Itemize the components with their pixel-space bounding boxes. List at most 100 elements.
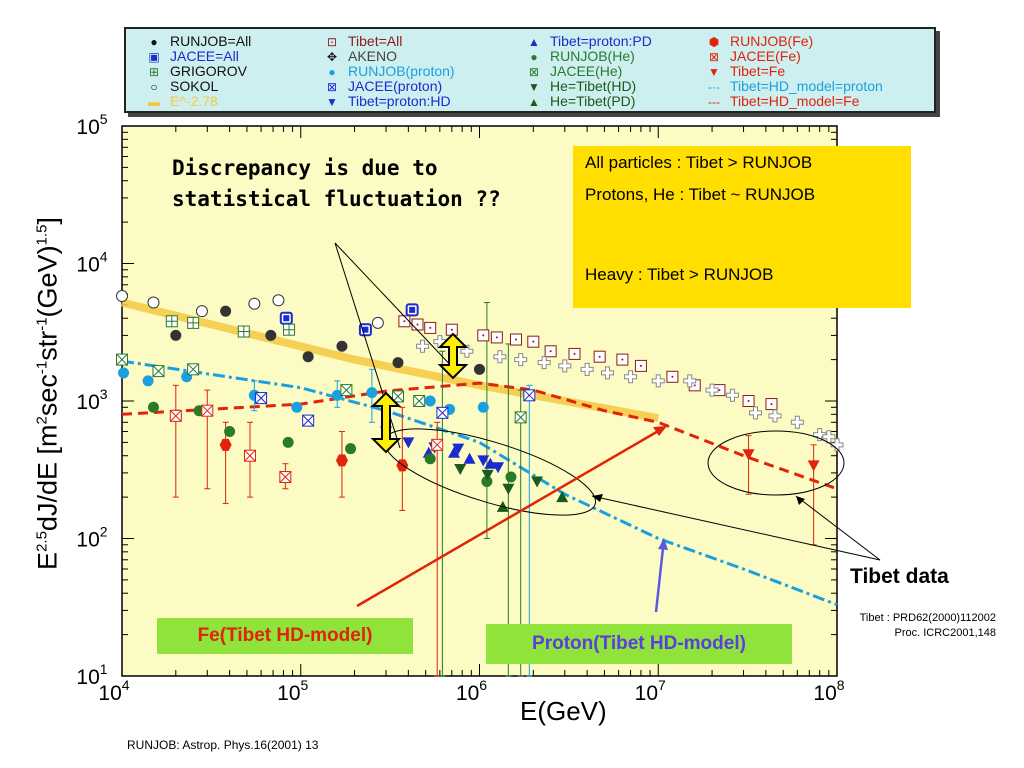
y-tick-label: 102 xyxy=(76,524,107,552)
data-point xyxy=(366,387,378,399)
legend-item: ⊡ Tibet=All xyxy=(324,34,402,50)
data-point-dot xyxy=(403,320,406,323)
legend-item: ⊞ GRIGOROV xyxy=(146,64,247,80)
data-point xyxy=(790,415,804,429)
legend-label: AKENO xyxy=(348,48,398,64)
legend-item: ● RUNJOB=All xyxy=(146,34,251,50)
data-point xyxy=(493,350,507,364)
data-point xyxy=(537,356,551,370)
data-point xyxy=(116,290,128,303)
x-tick-label: 104 xyxy=(98,677,129,705)
data-point xyxy=(749,406,763,420)
legend-marker: ▣ xyxy=(148,50,160,64)
data-point xyxy=(768,409,782,423)
data-point xyxy=(224,426,236,438)
legend-label: JACEE(He) xyxy=(550,63,623,79)
legend-item: ⊠ JACEE(He) xyxy=(526,64,622,80)
data-point xyxy=(371,316,384,329)
legend-item: ✥ AKENO xyxy=(324,49,397,65)
data-point xyxy=(505,471,517,483)
data-point xyxy=(345,443,357,455)
data-point xyxy=(331,389,343,401)
data-point xyxy=(392,357,404,369)
data-point xyxy=(265,329,277,341)
data-point xyxy=(402,437,415,449)
data-point xyxy=(147,401,159,413)
y-tick-label: 104 xyxy=(76,249,107,277)
x-tick-label: 106 xyxy=(456,677,487,705)
data-point xyxy=(272,294,285,307)
data-point xyxy=(336,340,348,352)
data-point xyxy=(291,401,303,413)
data-point xyxy=(219,438,232,451)
data-point xyxy=(514,353,528,367)
data-point-dot xyxy=(747,400,750,402)
tibet-pointer xyxy=(591,495,881,561)
legend-marker: ✥ xyxy=(326,50,338,64)
data-point-x xyxy=(201,404,214,417)
data-point-dot xyxy=(639,364,642,367)
data-point xyxy=(477,401,489,413)
y-axis-label: E2.5dJ/dE [m2sec-1str-1(GeV)1.5] xyxy=(32,217,63,570)
legend-item: ⊠ JACEE(proton) xyxy=(324,79,442,95)
data-point xyxy=(477,455,490,467)
proton-arrowhead xyxy=(658,538,668,550)
legend-label: RUNJOB(Fe) xyxy=(730,33,814,49)
legend-marker: ▲ xyxy=(528,35,540,49)
footer-reference: RUNJOB: Astrop. Phys.16(2001) 13 xyxy=(127,738,319,752)
data-point xyxy=(463,452,476,464)
legend-item: ● RUNJOB(He) xyxy=(526,48,635,65)
legend-marker: ▲ xyxy=(528,95,540,109)
legend-label: Tibet=proton:PD xyxy=(550,33,652,49)
legend-box: ● RUNJOB=All ▣ JACEE=All ⊞ GRIGOROV ○ SOKOL ▬ E^-… xyxy=(124,27,936,113)
legend-label: Tibet=HD_model=proton xyxy=(730,78,883,94)
legend-item: -·- Tibet=HD_model=proton xyxy=(706,79,883,95)
data-point xyxy=(556,491,569,503)
data-point xyxy=(447,446,460,458)
legend-item: --- Tibet=HD_model=Fe xyxy=(706,94,859,110)
data-point-x xyxy=(413,395,426,407)
tibet-data-label: Tibet data xyxy=(850,565,949,588)
legend-label: E^-2.78 xyxy=(170,93,218,109)
data-point xyxy=(142,375,154,387)
legend-marker: ● xyxy=(530,50,538,64)
data-point xyxy=(248,297,261,310)
summary-line-all: All particles : Tibet > RUNJOB xyxy=(585,153,813,172)
data-point xyxy=(335,454,348,467)
data-point-dot xyxy=(598,355,601,358)
arrowhead xyxy=(592,494,603,502)
legend-label: JACEE=All xyxy=(170,48,239,64)
data-point-dot xyxy=(573,352,576,355)
data-point-core xyxy=(362,326,369,333)
data-point-x xyxy=(279,471,292,483)
legend-item: ▼ Tibet=Fe xyxy=(706,64,785,80)
proton-model-label: Proton(Tibet HD-model) xyxy=(486,624,792,664)
data-point xyxy=(454,464,467,476)
proton-arrow xyxy=(654,547,665,613)
data-point-core xyxy=(409,306,416,313)
data-point-grid xyxy=(166,315,178,327)
data-point xyxy=(813,428,827,442)
data-point xyxy=(742,449,755,461)
tibet-reference: Tibet : PRD62(2000)112002 Proc. ICRC2001… xyxy=(806,611,996,641)
data-point xyxy=(651,374,665,388)
data-point xyxy=(220,305,232,317)
data-point-x xyxy=(340,384,353,396)
data-point-dot xyxy=(532,340,535,343)
model-line xyxy=(121,359,838,607)
data-point xyxy=(474,363,485,375)
summary-box: All particles : Tibet > RUNJOB Protons, … xyxy=(573,146,911,308)
legend-label: RUNJOB(He) xyxy=(550,48,635,64)
data-point-grid xyxy=(187,317,199,329)
data-point-dot xyxy=(495,336,498,339)
legend-label: JACEE(proton) xyxy=(348,78,443,94)
data-point-dot xyxy=(416,323,419,326)
legend-marker: ▬ xyxy=(148,95,160,109)
legend-item: ▲ Tibet=proton:PD xyxy=(526,34,652,50)
discrepancy-arrow xyxy=(437,332,469,380)
legend-marker: ⊠ xyxy=(528,65,540,79)
data-point-dot xyxy=(514,338,517,341)
data-point-grid xyxy=(283,324,295,336)
data-point-dot xyxy=(482,334,485,337)
arrowhead xyxy=(796,496,805,505)
